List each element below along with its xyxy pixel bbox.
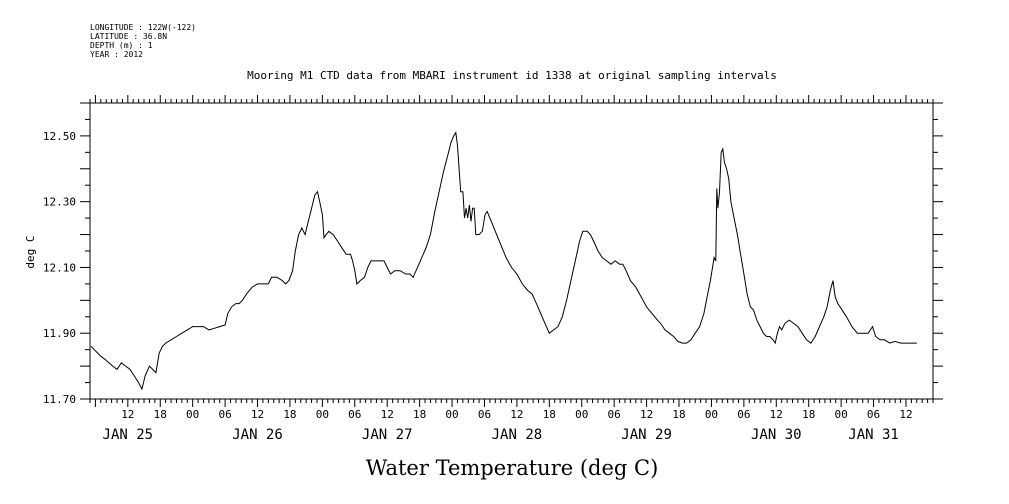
x-day-label: JAN 28 [492, 427, 543, 443]
x-tick-label: 12 [251, 408, 264, 421]
x-tick-label: 12 [121, 408, 134, 421]
x-tick-label: 12 [381, 408, 394, 421]
chart-title: Mooring M1 CTD data from MBARI instrumen… [247, 69, 777, 82]
latitude-text: LATITUDE : 36.8N [90, 32, 167, 41]
x-tick-label: 00 [186, 408, 199, 421]
header-metadata: LONGITUDE : 122W(-122) LATITUDE : 36.8N … [90, 23, 196, 59]
longitude-text: LONGITUDE : 122W(-122) [90, 23, 196, 32]
x-tick-label: 18 [283, 408, 296, 421]
x-tick-label: 00 [316, 408, 329, 421]
x-tick-label: 12 [640, 408, 653, 421]
x-tick-label: 12 [510, 408, 523, 421]
x-day-label: JAN 25 [103, 427, 154, 443]
x-tick-label: 18 [672, 408, 685, 421]
series-line [90, 131, 917, 391]
x-tick-label: 06 [218, 408, 231, 421]
x-tick-label: 06 [478, 408, 491, 421]
depth-text: DEPTH (m) : 1 [90, 41, 153, 50]
x-tick-label: 12 [899, 408, 912, 421]
x-tick-label: 06 [608, 408, 621, 421]
y-tick-label: 11.90 [43, 327, 76, 340]
x-day-label: JAN 27 [362, 427, 413, 443]
y-tick-label: 11.70 [43, 393, 76, 406]
x-tick-label: 06 [348, 408, 361, 421]
x-tick-label: 00 [705, 408, 718, 421]
x-tick-label: 06 [737, 408, 750, 421]
x-day-label: JAN 30 [751, 427, 802, 443]
x-tick-label: 00 [575, 408, 588, 421]
x-tick-label: 00 [835, 408, 848, 421]
x-day-label: JAN 26 [232, 427, 283, 443]
year-text: YEAR : 2012 [90, 50, 143, 59]
x-tick-label: 18 [543, 408, 556, 421]
x-tick-label: 00 [445, 408, 458, 421]
x-axis-label: Water Temperature (deg C) [366, 456, 659, 480]
y-tick-label: 12.10 [43, 261, 76, 274]
x-tick-label: 06 [867, 408, 880, 421]
x-tick-label: 12 [770, 408, 783, 421]
ticks-layer [80, 95, 943, 407]
y-axis-label: deg C [24, 235, 37, 268]
x-day-label: JAN 29 [621, 427, 672, 443]
x-day-label: JAN 31 [848, 427, 899, 443]
plot-frame [89, 102, 934, 400]
labels-layer: 12 18 00 06 12 18 00 06 12 18 00 06 12 18 00 06 12 18 00 06… [43, 130, 913, 443]
x-tick-label: 18 [154, 408, 167, 421]
x-tick-label: 18 [413, 408, 426, 421]
y-tick-label: 12.50 [43, 130, 76, 143]
y-tick-label: 12.30 [43, 196, 76, 209]
x-tick-label: 18 [802, 408, 815, 421]
